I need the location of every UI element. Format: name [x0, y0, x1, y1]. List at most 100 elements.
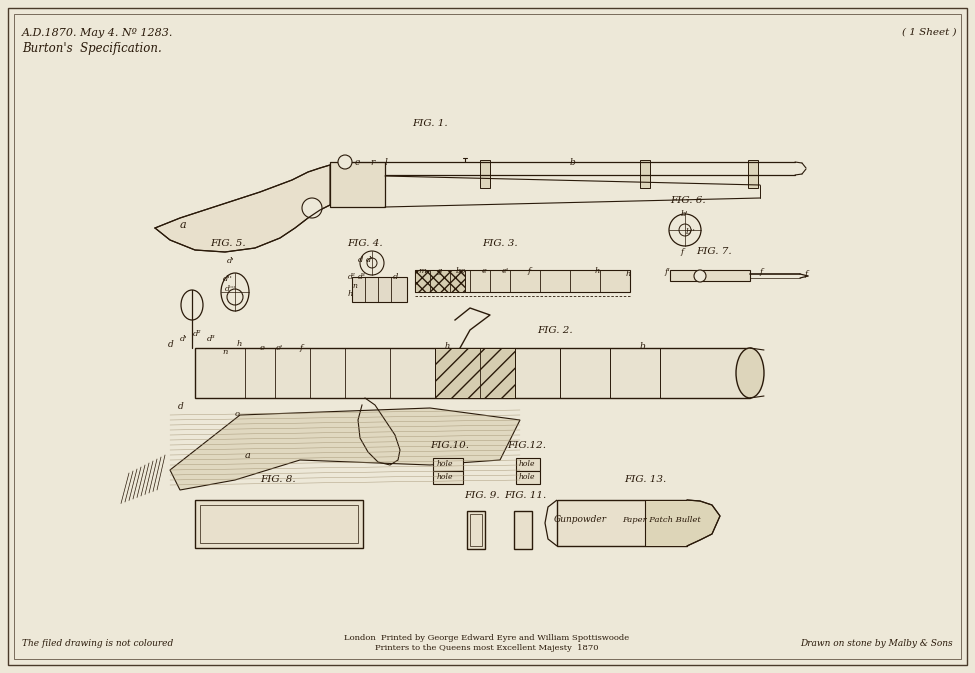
Bar — [200, 505, 358, 543]
Circle shape — [360, 251, 384, 275]
Bar — [516, 458, 540, 471]
Text: FIG. 7.: FIG. 7. — [696, 247, 732, 256]
Ellipse shape — [181, 290, 203, 320]
Text: FIG. 1.: FIG. 1. — [412, 119, 448, 128]
Bar — [195, 348, 750, 398]
Bar — [480, 160, 490, 188]
Text: e': e' — [276, 344, 284, 352]
Text: h: h — [595, 267, 601, 275]
Bar — [195, 500, 363, 548]
Text: h: h — [237, 340, 243, 348]
Ellipse shape — [221, 273, 249, 311]
Text: f: f — [300, 344, 303, 352]
Text: hole: hole — [519, 460, 535, 468]
Polygon shape — [170, 408, 520, 490]
Circle shape — [679, 224, 691, 236]
Text: d²: d² — [193, 330, 202, 338]
Bar — [514, 511, 532, 549]
Bar — [415, 270, 465, 292]
Text: a: a — [180, 220, 186, 230]
Text: FIG. 2.: FIG. 2. — [537, 326, 573, 335]
Bar — [415, 270, 630, 292]
Bar — [470, 514, 482, 546]
Text: FIG. 13.: FIG. 13. — [624, 475, 666, 484]
Text: Paper Patch Bullet: Paper Patch Bullet — [623, 516, 701, 524]
Text: FIG. 3.: FIG. 3. — [483, 239, 518, 248]
Text: hole: hole — [519, 473, 535, 481]
Text: hole: hole — [437, 473, 453, 481]
Text: b': b' — [681, 210, 688, 218]
Circle shape — [227, 289, 243, 305]
Text: d': d' — [180, 335, 187, 343]
Text: d: d — [168, 340, 174, 349]
Text: b'': b'' — [686, 228, 696, 236]
Text: e: e — [482, 267, 487, 275]
Bar — [516, 471, 540, 484]
Text: o: o — [235, 410, 240, 418]
Text: ( 1 Sheet ): ( 1 Sheet ) — [903, 28, 957, 37]
Text: FIG. 11.: FIG. 11. — [504, 491, 546, 500]
Bar — [433, 458, 463, 471]
Text: Printers to the Queens most Excellent Majesty  1870: Printers to the Queens most Excellent Ma… — [375, 644, 599, 652]
Text: l: l — [385, 158, 388, 167]
Text: London  Printed by George Edward Eyre and William Spottiswoode: London Printed by George Edward Eyre and… — [344, 634, 630, 642]
Bar — [645, 500, 687, 546]
Circle shape — [338, 155, 352, 169]
Bar — [640, 160, 650, 188]
Text: FIG. 8.: FIG. 8. — [260, 475, 295, 484]
Text: e: e — [260, 344, 265, 352]
Text: d³: d³ — [207, 335, 215, 343]
Text: h: h — [626, 270, 632, 278]
Text: e': e' — [502, 267, 509, 275]
Text: g: g — [437, 267, 443, 275]
Text: f': f' — [665, 268, 671, 276]
Bar — [670, 270, 750, 281]
Text: a: a — [245, 450, 251, 460]
Polygon shape — [687, 500, 720, 546]
Text: f: f — [528, 267, 531, 275]
Text: d': d' — [366, 256, 373, 264]
Circle shape — [366, 434, 394, 462]
Text: Burton's  Specification.: Burton's Specification. — [22, 42, 162, 55]
Text: A.D.1870. May 4. Nº 1283.: A.D.1870. May 4. Nº 1283. — [22, 28, 174, 38]
Text: h: h — [348, 290, 353, 298]
Text: b: b — [570, 158, 576, 167]
Polygon shape — [155, 165, 330, 252]
Text: d: d — [358, 256, 364, 264]
Text: FIG. 6.: FIG. 6. — [670, 196, 706, 205]
Text: FIG. 9.: FIG. 9. — [464, 491, 500, 500]
Text: d: d — [178, 402, 183, 411]
Bar — [557, 500, 687, 546]
Text: f: f — [760, 268, 763, 276]
Text: h: h — [445, 342, 450, 350]
Bar — [467, 511, 485, 549]
Text: d²: d² — [348, 273, 356, 281]
Text: d': d' — [227, 257, 235, 265]
Circle shape — [302, 198, 322, 218]
Text: d''': d''' — [225, 285, 236, 293]
Circle shape — [694, 270, 706, 282]
Text: FIG. 5.: FIG. 5. — [211, 239, 246, 248]
Text: Gunpowder: Gunpowder — [554, 516, 606, 524]
Text: FIG. 4.: FIG. 4. — [347, 239, 383, 248]
Text: e: e — [355, 158, 361, 167]
Circle shape — [669, 214, 701, 246]
Circle shape — [367, 258, 377, 268]
Text: FIG.12.: FIG.12. — [508, 441, 547, 450]
Text: r: r — [370, 158, 374, 167]
Text: Drawn on stone by Malby & Sons: Drawn on stone by Malby & Sons — [800, 639, 953, 648]
Text: n: n — [352, 282, 357, 290]
Text: b: b — [640, 342, 645, 351]
Text: bo: bo — [456, 267, 466, 275]
Ellipse shape — [736, 348, 764, 398]
Text: hole: hole — [437, 460, 453, 468]
Bar — [352, 277, 407, 302]
Bar — [748, 160, 758, 188]
Text: d: d — [393, 273, 399, 281]
Text: FIG.10.: FIG.10. — [431, 441, 470, 450]
Text: d³: d³ — [358, 273, 366, 281]
Text: f: f — [805, 270, 808, 278]
Bar — [435, 348, 515, 398]
Text: f: f — [681, 248, 684, 256]
Text: d'': d'' — [223, 275, 233, 283]
